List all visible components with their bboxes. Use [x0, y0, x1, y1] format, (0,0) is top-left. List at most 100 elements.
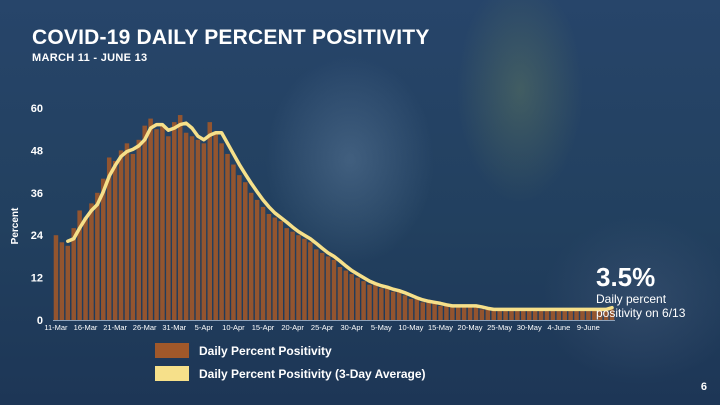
- bar-42: [302, 238, 307, 320]
- bar-69: [461, 305, 467, 320]
- chart-subtitle: MARCH 11 - JUNE 13: [32, 52, 148, 64]
- y-tick-label-1: 12: [31, 273, 43, 285]
- x-tick-label-3: 26-Mar: [133, 323, 157, 332]
- bar-79: [521, 309, 526, 320]
- bar-86: [562, 309, 567, 320]
- x-tick-label-12: 10-May: [398, 323, 423, 332]
- latest-value-callout: 3.5% Daily percent positivity on 6/13: [596, 262, 706, 320]
- bar-89: [580, 309, 585, 320]
- x-tick-label-7: 15-Apr: [252, 323, 275, 332]
- bar-70: [467, 305, 473, 320]
- bar-67: [450, 305, 455, 320]
- y-tick-label-3: 36: [31, 188, 43, 200]
- x-tick-label-15: 25-May: [487, 323, 512, 332]
- legend-item-average: Daily Percent Positivity (3-Day Average): [155, 366, 426, 381]
- bar-57: [390, 291, 396, 320]
- bar-19: [166, 136, 171, 320]
- bar-3: [71, 228, 76, 320]
- bar-40: [290, 231, 295, 320]
- x-tick-label-13: 15-May: [428, 323, 453, 332]
- bar-18: [160, 125, 165, 320]
- bar-80: [526, 309, 532, 320]
- y-axis-label: Percent: [10, 207, 21, 244]
- legend: Daily Percent Positivity Daily Percent P…: [155, 343, 426, 389]
- callout-text: Daily percent positivity on 6/13: [596, 292, 686, 320]
- bar-24: [195, 139, 201, 320]
- bar-90: [586, 309, 591, 320]
- x-tick-label-1: 16-Mar: [74, 323, 98, 332]
- bar-10: [112, 161, 118, 320]
- bar-38: [278, 221, 284, 320]
- y-tick-label-0: 0: [37, 315, 43, 327]
- bar-56: [384, 288, 390, 320]
- legend-swatch-bar: [155, 343, 189, 358]
- bar-34: [254, 199, 260, 320]
- bar-37: [272, 217, 278, 320]
- bar-29: [225, 153, 230, 320]
- bar-21: [177, 115, 183, 320]
- x-tick-label-9: 25-Apr: [311, 323, 334, 332]
- bar-39: [284, 228, 289, 320]
- bar-20: [172, 122, 177, 320]
- bar-4: [77, 210, 82, 320]
- bar-43: [308, 242, 313, 320]
- bar-51: [355, 277, 360, 320]
- bar-49: [343, 270, 349, 320]
- page-number: 6: [700, 381, 707, 393]
- bars-group: [53, 115, 615, 320]
- bar-12: [124, 143, 130, 320]
- bar-1: [59, 242, 65, 320]
- bar-9: [106, 157, 112, 320]
- bar-41: [296, 235, 301, 320]
- legend-swatch-line: [155, 366, 189, 381]
- chart-title: COVID-19 DAILY PERCENT POSITIVITY: [32, 26, 430, 49]
- bar-82: [538, 309, 544, 320]
- bar-52: [361, 281, 366, 320]
- bar-68: [455, 305, 461, 320]
- bar-94: [609, 309, 615, 320]
- x-tick-label-14: 20-May: [458, 323, 483, 332]
- bar-7: [95, 192, 100, 320]
- bar-25: [201, 143, 207, 320]
- x-tick-label-17: 4-June: [547, 323, 570, 332]
- x-tick-label-18: 9-June: [577, 323, 600, 332]
- callout-value: 3.5%: [596, 262, 656, 292]
- bar-32: [243, 182, 248, 320]
- average-line: [66, 121, 614, 312]
- bar-73: [485, 309, 491, 320]
- bar-81: [532, 309, 538, 320]
- bar-65: [438, 305, 443, 320]
- bar-63: [426, 302, 431, 320]
- bar-78: [515, 309, 520, 320]
- bar-11: [118, 150, 124, 320]
- bar-2: [65, 245, 71, 320]
- y-tick-label-4: 48: [31, 145, 43, 157]
- x-tick-label-6: 10-Apr: [222, 323, 245, 332]
- average-line-group: [66, 121, 614, 312]
- x-tick-label-5: 5-Apr: [195, 323, 214, 332]
- x-tick-label-2: 21-Mar: [103, 323, 127, 332]
- bar-71: [473, 305, 479, 320]
- bar-27: [213, 132, 218, 320]
- x-tick-label-16: 30-May: [517, 323, 542, 332]
- bar-14: [136, 139, 142, 320]
- bar-13: [130, 153, 136, 320]
- bar-22: [183, 132, 189, 320]
- bar-88: [574, 309, 579, 320]
- bar-87: [568, 309, 573, 320]
- bar-48: [337, 267, 343, 320]
- bar-93: [603, 309, 609, 320]
- bar-28: [219, 143, 224, 320]
- bar-31: [237, 175, 242, 320]
- x-tick-label-11: 5-May: [371, 323, 392, 332]
- bar-44: [314, 249, 319, 320]
- bar-77: [509, 309, 514, 320]
- x-axis: 11-Mar 16-Mar 21-Mar 26-Mar 31-Mar 5-Apr 10-Ap…: [44, 320, 615, 332]
- legend-label-daily: Daily Percent Positivity: [199, 343, 332, 358]
- bar-35: [260, 206, 266, 320]
- bar-60: [408, 298, 414, 320]
- bar-58: [396, 291, 402, 320]
- x-tick-label-8: 20-Apr: [281, 323, 304, 332]
- bar-50: [349, 274, 354, 320]
